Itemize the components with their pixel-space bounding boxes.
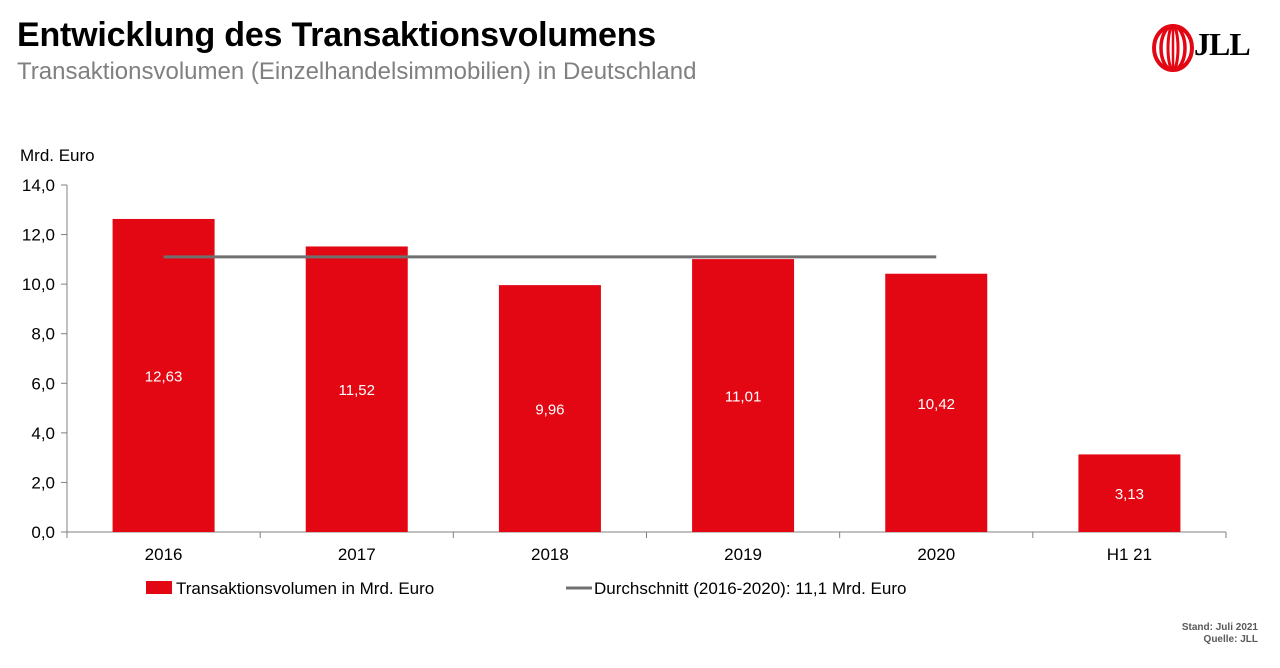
bar xyxy=(692,259,795,532)
y-tick-label: 6,0 xyxy=(31,374,55,393)
bar-data-label: 11,01 xyxy=(725,389,761,406)
bar-data-label: 11,52 xyxy=(339,382,375,399)
y-tick-label: 4,0 xyxy=(31,424,55,443)
x-tick-label: 2019 xyxy=(724,545,762,564)
footnote-stand: Stand: Juli 2021 xyxy=(1181,622,1258,633)
y-tick-label: 2,0 xyxy=(31,473,55,492)
bar xyxy=(112,218,215,532)
y-tick-label: 12,0 xyxy=(22,226,55,245)
chart-title: Entwicklung des Transaktionsvolumens xyxy=(17,16,656,54)
y-tick-label: 0,0 xyxy=(31,523,55,542)
bar-data-label: 12,63 xyxy=(145,368,183,385)
jll-logo: JLL xyxy=(1152,22,1262,74)
x-tick-label: 2020 xyxy=(917,545,955,564)
y-tick-label: 14,0 xyxy=(22,176,55,195)
y-axis-unit-label: Mrd. Euro xyxy=(20,146,95,165)
jll-logo-mark-icon xyxy=(1152,24,1194,72)
bar xyxy=(305,246,408,532)
x-tick-label: 2016 xyxy=(145,545,183,564)
legend-label-bars: Transaktionsvolumen in Mrd. Euro xyxy=(176,579,434,598)
y-tick-label: 8,0 xyxy=(31,325,55,344)
bar xyxy=(498,285,601,532)
legend-swatch-bars xyxy=(146,581,172,594)
x-tick-label: H1 21 xyxy=(1107,545,1152,564)
bar-data-label: 10,42 xyxy=(917,396,955,413)
x-tick-label: 2017 xyxy=(338,545,376,564)
chart-subtitle: Transaktionsvolumen (Einzelhandelsimmobi… xyxy=(17,58,697,85)
footnote-source: Quelle: JLL xyxy=(1203,634,1258,645)
bar-data-label: 9,96 xyxy=(535,402,564,419)
bar xyxy=(1078,454,1181,532)
y-tick-label: 10,0 xyxy=(22,275,55,294)
legend-label-average: Durchschnitt (2016-2020): 11,1 Mrd. Euro xyxy=(594,579,906,598)
bar-chart: 0,0 2,0 4,0 6,0 8,0 10,0 12,0 14,0 12,63 2016 11,5… xyxy=(22,176,1227,598)
bar xyxy=(885,273,988,532)
x-tick-label: 2018 xyxy=(531,545,569,564)
footnote: Stand: Juli 2021 Quelle: JLL xyxy=(1182,622,1258,646)
jll-logo-text: JLL xyxy=(1194,26,1251,62)
bar-data-label: 3,13 xyxy=(1115,486,1144,503)
